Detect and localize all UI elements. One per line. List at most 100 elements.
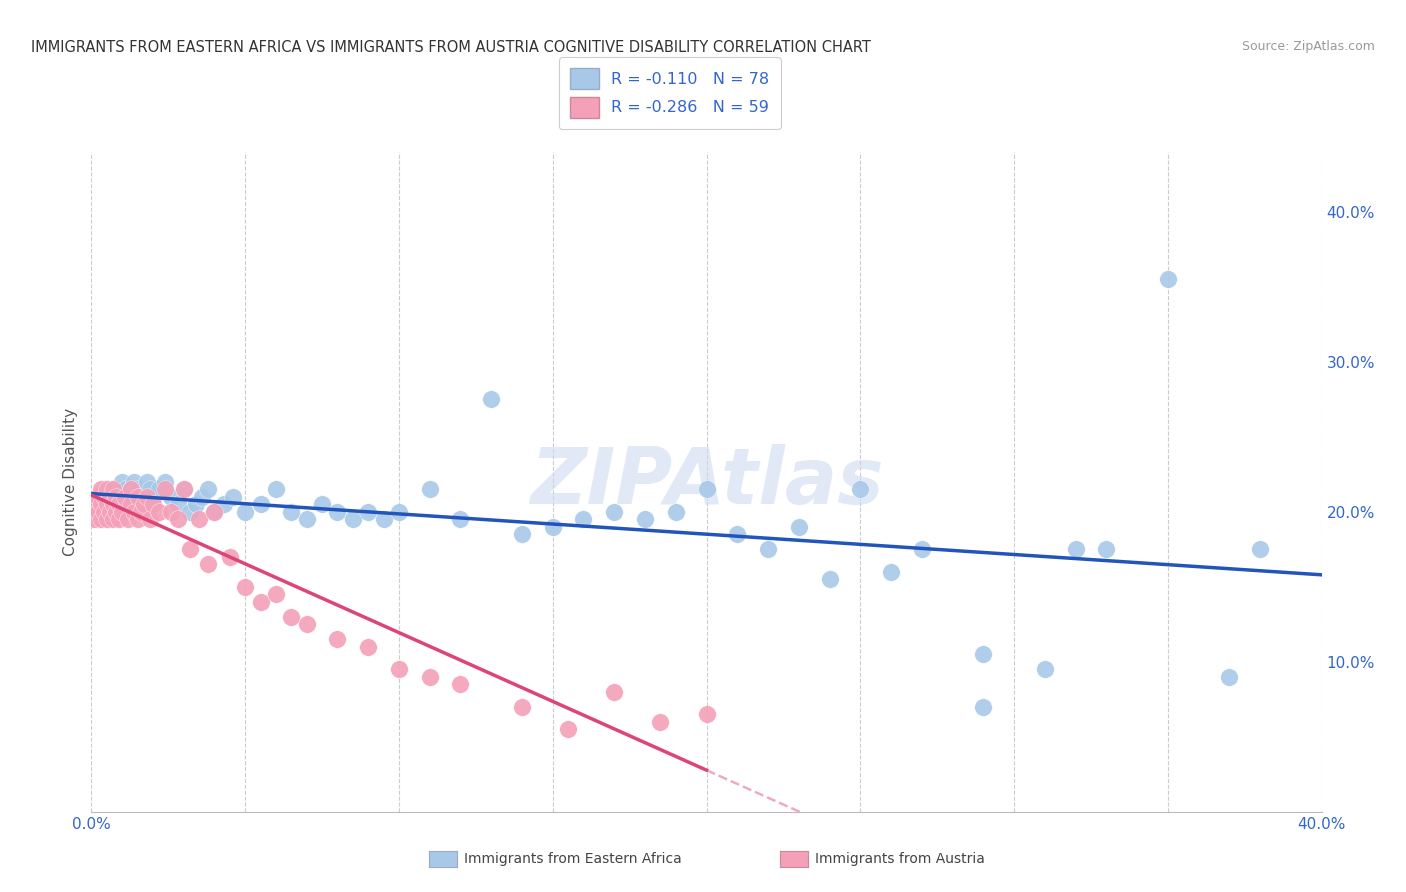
Point (114, 482, 136, 496)
Point (1064, 542, 1087, 557)
Point (108, 512, 131, 526)
Point (98, 490, 121, 504)
Point (787, 519, 810, 533)
Point (173, 482, 195, 496)
Point (222, 490, 245, 504)
Y-axis label: Cognitive Disability: Cognitive Disability (62, 408, 77, 556)
Point (249, 497, 271, 511)
Point (202, 505, 225, 519)
Point (479, 392, 502, 406)
Point (911, 542, 934, 557)
Point (142, 497, 165, 511)
Point (311, 497, 333, 511)
Point (188, 512, 211, 526)
Point (342, 512, 364, 526)
Point (124, 505, 146, 519)
Point (295, 512, 318, 526)
Point (295, 617, 318, 632)
Point (419, 670, 441, 684)
Point (101, 512, 124, 526)
Point (166, 497, 188, 511)
Point (93, 482, 115, 496)
Legend: R = -0.110   N = 78, R = -0.286   N = 59: R = -0.110 N = 78, R = -0.286 N = 59 (558, 57, 780, 128)
Point (1218, 670, 1240, 684)
Point (135, 475, 157, 489)
Point (326, 505, 349, 519)
Point (233, 505, 256, 519)
Point (98, 505, 121, 519)
Point (148, 482, 170, 496)
Point (98, 505, 121, 519)
Point (127, 490, 149, 504)
Point (96, 505, 118, 519)
Point (419, 482, 441, 496)
Point (93, 490, 115, 504)
Point (139, 482, 162, 496)
Point (108, 497, 131, 511)
Point (117, 512, 139, 526)
Point (218, 549, 240, 564)
Point (86, 490, 108, 504)
Point (120, 497, 142, 511)
Point (818, 572, 841, 586)
Point (449, 677, 471, 691)
Point (541, 519, 564, 533)
Point (139, 512, 162, 526)
Point (96, 512, 118, 526)
Point (96, 482, 118, 496)
Text: Source: ZipAtlas.com: Source: ZipAtlas.com (1241, 40, 1375, 54)
Point (105, 490, 127, 504)
Point (388, 505, 411, 519)
Point (98, 490, 121, 504)
Point (1157, 272, 1180, 286)
Point (166, 512, 188, 526)
Point (111, 505, 134, 519)
Point (101, 482, 124, 496)
Point (650, 714, 672, 729)
Point (249, 595, 271, 609)
Point (83, 497, 105, 511)
Point (108, 497, 131, 511)
Point (179, 505, 201, 519)
Point (117, 490, 139, 504)
Point (101, 482, 124, 496)
Point (357, 640, 380, 654)
Point (132, 497, 155, 511)
Point (264, 587, 287, 601)
Point (120, 482, 142, 496)
Point (135, 490, 157, 504)
Point (93, 505, 115, 519)
Point (184, 497, 207, 511)
Point (696, 707, 718, 722)
Point (634, 512, 657, 526)
Point (160, 490, 183, 504)
Point (111, 475, 134, 489)
Point (510, 527, 533, 541)
Point (202, 505, 225, 519)
Point (665, 505, 688, 519)
Point (90, 490, 112, 504)
Point (373, 512, 395, 526)
Point (1033, 662, 1056, 676)
Point (972, 699, 994, 714)
Point (603, 684, 626, 698)
Point (572, 512, 595, 526)
Point (86, 497, 108, 511)
Point (101, 497, 124, 511)
Point (153, 475, 177, 489)
Point (127, 512, 149, 526)
Point (111, 505, 134, 519)
Point (96, 497, 118, 511)
Point (120, 482, 142, 496)
Point (124, 475, 146, 489)
Point (153, 482, 177, 496)
Point (1249, 542, 1271, 557)
Point (197, 482, 219, 496)
Point (86, 512, 108, 526)
Text: IMMIGRANTS FROM EASTERN AFRICA VS IMMIGRANTS FROM AUSTRIA COGNITIVE DISABILITY C: IMMIGRANTS FROM EASTERN AFRICA VS IMMIGR… (31, 40, 870, 55)
Point (603, 505, 626, 519)
Point (90, 497, 112, 511)
Point (90, 505, 112, 519)
Point (725, 527, 748, 541)
Point (1095, 542, 1118, 557)
